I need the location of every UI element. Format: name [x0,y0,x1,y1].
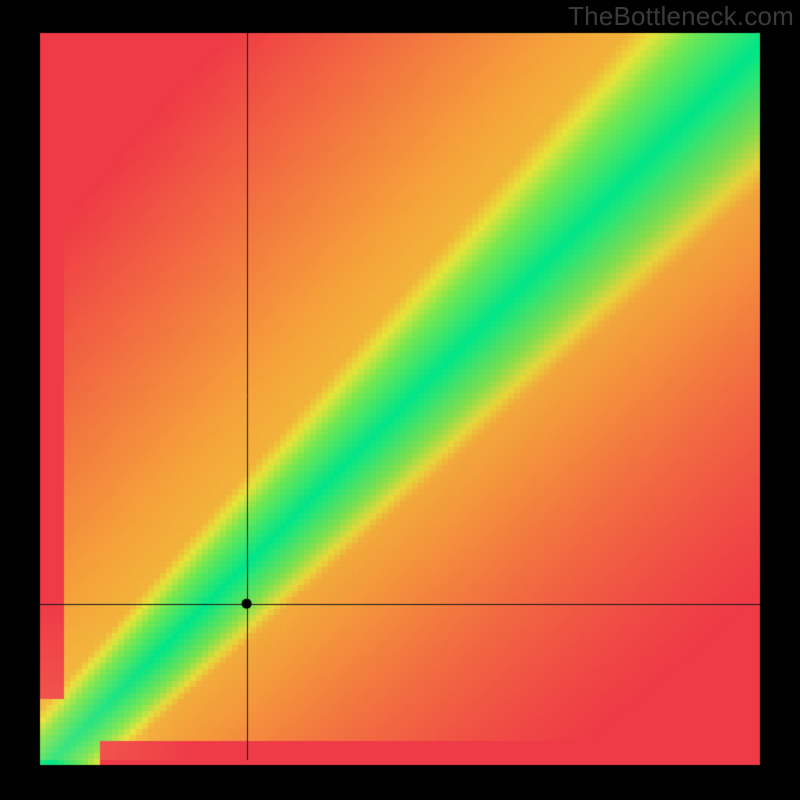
watermark-text: TheBottleneck.com [566,0,800,34]
bottleneck-heatmap [0,0,800,800]
chart-container: TheBottleneck.com [0,0,800,800]
